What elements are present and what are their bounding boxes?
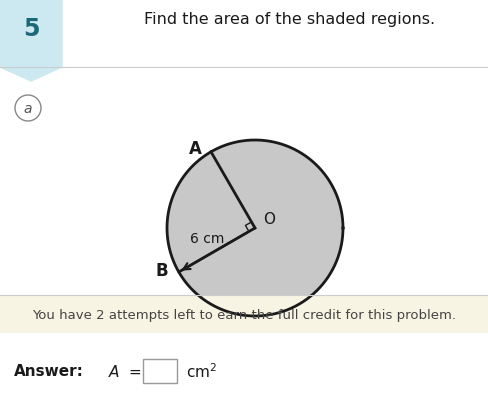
Text: $A$  =: $A$ = [108,363,142,379]
Text: You have 2 attempts left to earn the full credit for this problem.: You have 2 attempts left to earn the ful… [32,308,456,321]
Polygon shape [167,141,343,316]
FancyBboxPatch shape [0,295,488,333]
FancyBboxPatch shape [143,359,177,383]
Text: 6 cm: 6 cm [190,231,224,245]
Text: Answer:: Answer: [14,363,84,379]
Text: B: B [156,261,168,279]
Text: a: a [24,102,32,116]
Text: O: O [263,211,275,226]
Polygon shape [0,0,62,82]
Text: Find the area of the shaded regions.: Find the area of the shaded regions. [144,12,436,26]
Text: A: A [188,140,202,157]
Text: cm$^2$: cm$^2$ [186,362,217,380]
Text: 5: 5 [23,17,39,40]
